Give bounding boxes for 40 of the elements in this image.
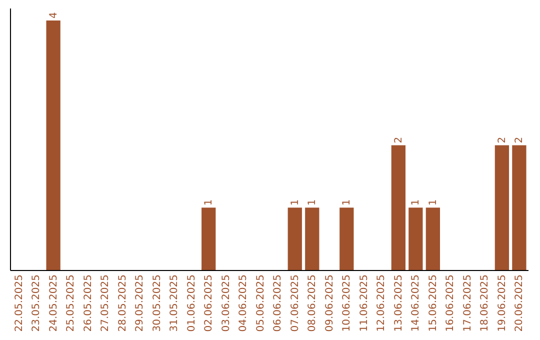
x-tick-label: 25.05.2025 [66, 274, 77, 332]
x-tick-label: 27.05.2025 [100, 274, 112, 332]
x-tick-label: 14.06.2025 [410, 274, 422, 332]
x-tick-label: 17.06.2025 [462, 274, 474, 332]
data-label: 1 [410, 199, 422, 206]
x-tick-label: 23.05.2025 [31, 274, 42, 332]
x-tick-label: 16.06.2025 [445, 274, 456, 332]
data-label: 1 [428, 199, 439, 206]
data-label: 2 [393, 136, 404, 144]
data-label: 1 [342, 199, 353, 206]
x-tick-label: 11.06.2025 [358, 274, 370, 332]
data-label: 1 [290, 199, 301, 206]
x-tick-label: 29.05.2025 [134, 274, 146, 332]
x-tick-label: 15.06.2025 [428, 274, 439, 332]
data-label: 1 [204, 199, 215, 206]
x-tick-label: 06.06.2025 [272, 274, 284, 332]
x-tick-label: 08.06.2025 [307, 274, 318, 332]
x-tick-label: 20.06.2025 [514, 274, 526, 332]
data-label: 2 [514, 136, 526, 144]
x-tick-label: 12.06.2025 [376, 274, 388, 332]
x-tick-label: 13.06.2025 [393, 274, 404, 332]
x-tick-label: 03.06.2025 [220, 274, 232, 332]
x-tick-label: 30.05.2025 [152, 274, 163, 332]
x-tick-label: 31.05.2025 [169, 274, 180, 332]
data-label: 1 [307, 199, 318, 206]
x-tick-label: 18.06.2025 [480, 274, 491, 332]
x-tick-label: 26.05.2025 [82, 274, 94, 332]
x-tick-label: 22.05.2025 [14, 274, 25, 332]
x-tick-label: 10.06.2025 [342, 274, 353, 332]
x-tick-label: 01.06.2025 [186, 274, 198, 332]
x-tick-label: 28.05.2025 [117, 274, 128, 332]
x-tick-label: 19.06.2025 [496, 274, 508, 332]
data-label: 2 [496, 136, 508, 144]
x-tick-label: 04.06.2025 [238, 274, 250, 332]
x-tick-label: 24.05.2025 [48, 274, 60, 332]
x-tick-label: 09.06.2025 [324, 274, 336, 332]
x-tick-label: 07.06.2025 [290, 274, 301, 332]
x-tick-label: 02.06.2025 [204, 274, 215, 332]
data-label: 4 [48, 12, 60, 18]
x-tick-label: 05.06.2025 [255, 274, 266, 332]
